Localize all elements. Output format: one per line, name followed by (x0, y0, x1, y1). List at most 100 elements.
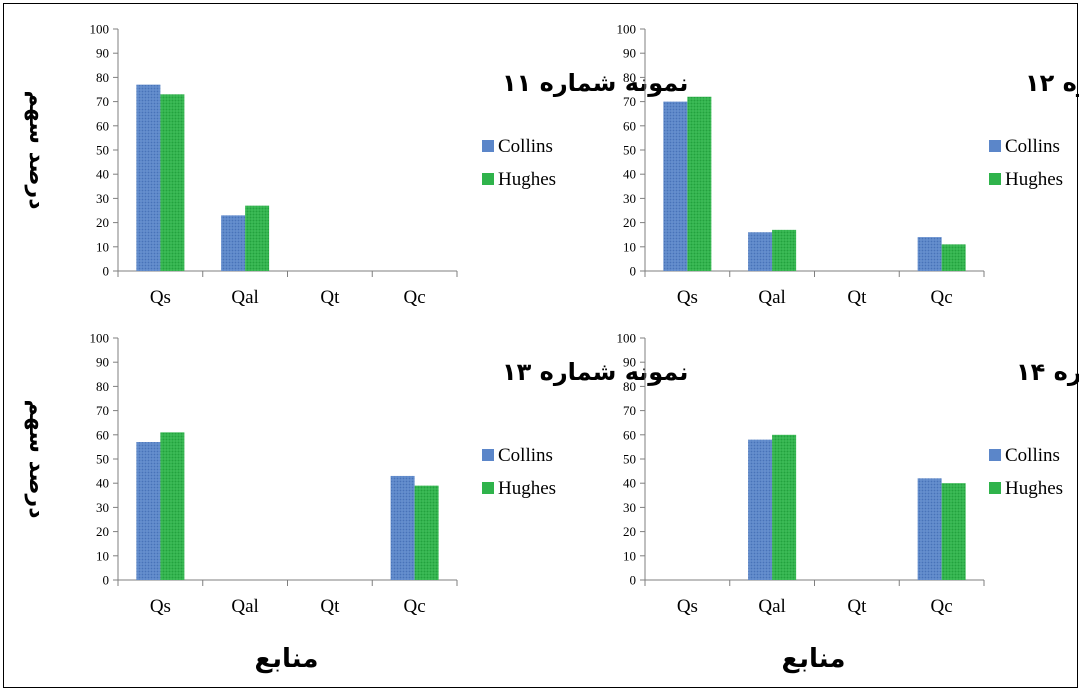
x-tick-label: Qt (847, 287, 867, 308)
y-tick-label: 40 (623, 167, 636, 182)
y-tick-label: 90 (623, 46, 636, 61)
x-tick-label: Qt (847, 596, 867, 617)
x-tick-label: Qc (404, 596, 426, 617)
y-tick-label: 70 (96, 94, 109, 109)
y-tick-label: 20 (96, 524, 109, 539)
y-tick-label: 70 (623, 403, 636, 418)
y-tick-label: 0 (630, 264, 637, 279)
bar-hughes-qal (772, 434, 797, 580)
legend-label-collins: Collins (1005, 136, 1060, 157)
y-tick-label: 90 (96, 355, 109, 370)
legend-swatch-hughes (989, 173, 1001, 185)
bar-hughes-qc (414, 485, 439, 580)
x-axis-label: منابع (255, 644, 319, 674)
bar-collins-qal (748, 439, 773, 580)
bar-hughes-qs (160, 432, 185, 580)
y-axis-label: درصد سهم (24, 91, 49, 210)
y-tick-label: 20 (96, 215, 109, 230)
y-tick-label: 10 (96, 239, 109, 254)
y-tick-label: 40 (96, 476, 109, 491)
x-tick-label: Qc (404, 287, 426, 308)
y-tick-label: 60 (623, 427, 636, 442)
chart-title: نمونه شماره ۱۴ (1016, 358, 1079, 386)
bar-hughes-qc (941, 483, 966, 580)
bar-hughes-qs (160, 94, 185, 271)
legend-swatch-collins (989, 140, 1001, 152)
y-tick-label: 20 (623, 524, 636, 539)
y-tick-label: 30 (96, 500, 109, 515)
x-tick-label: Qc (931, 287, 953, 308)
y-tick-label: 100 (617, 22, 637, 37)
x-tick-label: Qt (320, 596, 340, 617)
y-tick-label: 50 (623, 452, 636, 467)
y-tick-label: 80 (96, 70, 109, 85)
x-tick-label: Qs (150, 596, 171, 617)
y-axis-label: درصد سهم (24, 400, 49, 519)
y-tick-label: 50 (96, 452, 109, 467)
legend-swatch-hughes (482, 173, 494, 185)
chart-title: نمونه شماره ۱۲ (1025, 69, 1079, 97)
bar-collins-qc (917, 237, 942, 271)
bar-collins-qs (663, 101, 688, 271)
y-tick-label: 80 (623, 70, 636, 85)
y-tick-label: 100 (90, 331, 110, 346)
y-tick-label: 100 (90, 22, 110, 37)
bar-collins-qs (136, 84, 161, 271)
legend-label-hughes: Hughes (498, 478, 556, 499)
x-tick-label: Qal (231, 287, 258, 308)
y-tick-label: 60 (623, 118, 636, 133)
bar-collins-qal (748, 232, 773, 271)
legend-label-hughes: Hughes (498, 169, 556, 190)
y-tick-label: 30 (96, 191, 109, 206)
y-tick-label: 10 (96, 548, 109, 563)
y-tick-label: 40 (623, 476, 636, 491)
chart-title: نمونه شماره ۱۱ (502, 69, 688, 97)
y-tick-label: 10 (623, 239, 636, 254)
x-tick-label: Qal (231, 596, 258, 617)
x-tick-label: Qc (931, 596, 953, 617)
bar-collins-qc (390, 475, 415, 580)
y-tick-label: 30 (623, 191, 636, 206)
legend-label-collins: Collins (498, 445, 553, 466)
figure-frame: 0 10 20 30 40 50 60 70 80 90 100 Qs Qal Qt Qc نمونه شما… (3, 3, 1080, 688)
y-tick-label: 80 (96, 379, 109, 394)
y-tick-label: 50 (623, 143, 636, 158)
y-tick-label: 70 (623, 94, 636, 109)
x-tick-label: Qs (677, 287, 698, 308)
y-tick-label: 30 (623, 500, 636, 515)
bar-collins-qc (917, 478, 942, 580)
y-tick-label: 40 (96, 167, 109, 182)
legend-swatch-hughes (482, 482, 494, 494)
y-tick-label: 90 (96, 46, 109, 61)
legend-swatch-collins (482, 140, 494, 152)
y-tick-label: 60 (96, 118, 109, 133)
bar-hughes-qal (772, 229, 797, 271)
y-tick-label: 60 (96, 427, 109, 442)
y-tick-label: 20 (623, 215, 636, 230)
legend-swatch-hughes (989, 482, 1001, 494)
x-tick-label: Qs (150, 287, 171, 308)
y-tick-label: 10 (623, 548, 636, 563)
y-tick-label: 0 (630, 573, 637, 588)
y-tick-label: 50 (96, 143, 109, 158)
bar-hughes-qs (687, 96, 712, 271)
bar-collins-qal (221, 215, 246, 271)
legend-label-hughes: Hughes (1005, 169, 1063, 190)
legend-label-hughes: Hughes (1005, 478, 1063, 499)
x-tick-label: Qt (320, 287, 340, 308)
bar-collins-qs (136, 442, 161, 580)
legend-label-collins: Collins (498, 136, 553, 157)
chart-title: نمونه شماره ۱۳ (502, 358, 688, 386)
y-tick-label: 0 (103, 264, 110, 279)
x-tick-label: Qal (758, 287, 785, 308)
chart-panel-4: 0 10 20 30 40 50 60 70 80 90 100 Qs Qal Qt Qc نمونه شما… (617, 331, 1080, 675)
y-tick-label: 70 (96, 403, 109, 418)
y-tick-label: 100 (617, 331, 637, 346)
y-tick-label: 90 (623, 355, 636, 370)
x-tick-label: Qal (758, 596, 785, 617)
bar-hughes-qc (941, 244, 966, 271)
legend-swatch-collins (482, 449, 494, 461)
chart-panel-2: 0 10 20 30 40 50 60 70 80 90 100 Qs Qal Qt Qc نمونه شما… (617, 22, 1080, 309)
